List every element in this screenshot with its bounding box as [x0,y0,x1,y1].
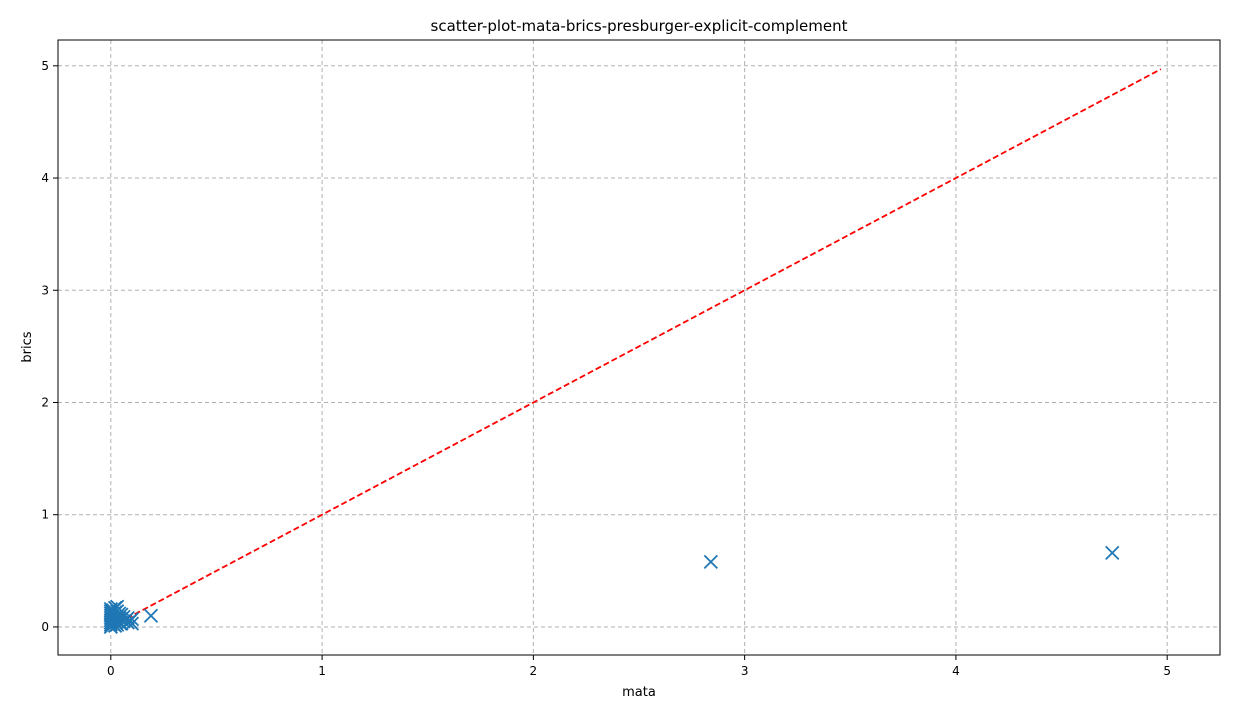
x-tick-label: 3 [741,664,749,678]
y-tick-label: 2 [41,395,49,409]
x-tick-label: 0 [107,664,115,678]
x-tick-label: 4 [952,664,960,678]
y-tick-label: 0 [41,620,49,634]
x-tick-label: 5 [1163,664,1171,678]
plot-frame [57,39,1221,656]
diagonal-layer [110,68,1162,628]
ticks-layer: 0 1 2 3 4 5 0 1 2 3 4 5 [41,59,1171,678]
data-point [703,554,718,569]
data-point [1105,545,1120,561]
x-tick-label: 1 [318,664,326,678]
chart-title: scatter-plot-mata-brics-presburger-expli… [431,17,848,35]
y-tick-label: 5 [41,59,49,73]
grid-layer [58,40,1220,655]
data-point [124,611,140,627]
y-axis-label: brics [20,331,35,362]
data-point [143,608,159,623]
diagonal-reference-line [110,68,1162,628]
y-tick-label: 4 [41,171,49,185]
x-axis-label: mata [622,685,656,700]
y-tick-label: 3 [41,283,49,297]
x-tick-label: 2 [530,664,538,678]
data-point [124,616,140,631]
y-tick-label: 1 [41,508,49,522]
points-layer [103,545,1120,635]
